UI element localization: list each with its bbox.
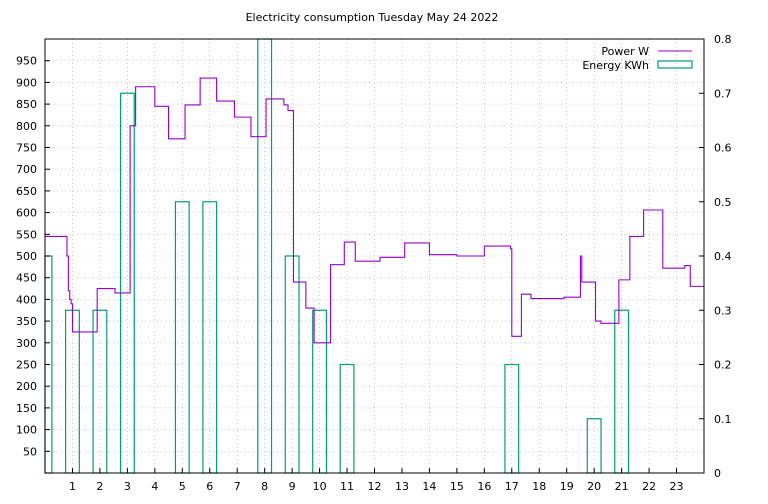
y2-tick-label: 0.4 <box>714 250 732 263</box>
y2-tick-label: 0.5 <box>714 196 732 209</box>
x-tick-label: 11 <box>340 480 354 493</box>
y-tick-label: 600 <box>16 207 37 220</box>
x-tick-label: 15 <box>450 480 464 493</box>
y-tick-label: 800 <box>16 120 37 133</box>
y-tick-label: 700 <box>16 163 37 176</box>
energy-bar <box>284 255 300 474</box>
x-tick-label: 8 <box>261 480 268 493</box>
x-tick-label: 21 <box>615 480 629 493</box>
y2-tick-label: 0.3 <box>714 304 732 317</box>
energy-bar <box>339 363 355 474</box>
y-tick-label: 400 <box>16 293 37 306</box>
y-tick-label: 750 <box>16 142 37 155</box>
y-tick-label: 450 <box>16 272 37 285</box>
y2-tick-label: 0.6 <box>714 142 732 155</box>
y2-tick-label: 0.2 <box>714 359 732 372</box>
x-tick-label: 7 <box>234 480 241 493</box>
power-series-line <box>45 77 704 344</box>
y2-tick-label: 0.8 <box>714 33 732 46</box>
x-tick-labels: 1 2 3 4 5 6 7 8 9 10 11 12 13 14 15 16 17 18 19 20 21 22 23 <box>69 480 684 493</box>
legend-label-power: Power W <box>601 45 649 58</box>
x-tick-label: 14 <box>422 480 436 493</box>
energy-bar <box>586 418 602 474</box>
x-tick-label: 20 <box>587 480 601 493</box>
legend-label-energy: Energy KWh <box>582 59 649 72</box>
y-tick-labels: 50 100 150 200 250 300 350 400 450 500 550 600 650 70… <box>16 55 37 459</box>
x-tick-label: 1 <box>69 480 76 493</box>
x-tick-label: 13 <box>395 480 409 493</box>
energy-bars <box>44 38 630 474</box>
x-tick-label: 18 <box>532 480 546 493</box>
y-tick-label: 850 <box>16 98 37 111</box>
y-tick-label: 350 <box>16 315 37 328</box>
x-tick-label: 6 <box>206 480 213 493</box>
y-tick-label: 150 <box>16 402 37 415</box>
y-tick-label: 50 <box>23 445 37 458</box>
y2-tick-label: 0.7 <box>714 87 732 100</box>
x-tick-label: 4 <box>151 480 158 493</box>
x-tick-label: 10 <box>313 480 327 493</box>
y2-tick-label: 0 <box>714 467 721 480</box>
y2-tick-label: 0.1 <box>714 413 732 426</box>
energy-bar <box>174 201 190 474</box>
power-line <box>45 77 704 344</box>
legend: Power W Energy KWh <box>582 45 693 72</box>
y-tick-label: 950 <box>16 55 37 68</box>
x-tick-label: 22 <box>642 480 656 493</box>
tick-marks <box>45 38 704 474</box>
y-tick-label: 300 <box>16 337 37 350</box>
x-tick-label: 5 <box>179 480 186 493</box>
y-tick-label: 900 <box>16 76 37 89</box>
energy-bar <box>202 201 218 474</box>
y-tick-label: 100 <box>16 424 37 437</box>
x-tick-label: 19 <box>560 480 574 493</box>
legend-swatch-energy <box>657 60 693 69</box>
energy-bar <box>504 363 520 474</box>
x-tick-label: 12 <box>368 480 382 493</box>
x-tick-label: 2 <box>96 480 103 493</box>
y-tick-label: 650 <box>16 185 37 198</box>
y-tick-label: 550 <box>16 228 37 241</box>
x-tick-label: 3 <box>124 480 131 493</box>
y2-tick-labels: 0 0.1 0.2 0.3 0.4 0.5 0.6 0.7 0.8 <box>714 33 732 480</box>
y-tick-label: 500 <box>16 250 37 263</box>
chart-title: Electricity consumption Tuesday May 24 2… <box>245 11 499 24</box>
x-tick-label: 17 <box>505 480 519 493</box>
x-tick-label: 9 <box>289 480 296 493</box>
y-tick-label: 250 <box>16 359 37 372</box>
x-tick-label: 23 <box>670 480 684 493</box>
x-tick-label: 16 <box>477 480 491 493</box>
grid <box>45 39 704 473</box>
y-tick-label: 200 <box>16 380 37 393</box>
